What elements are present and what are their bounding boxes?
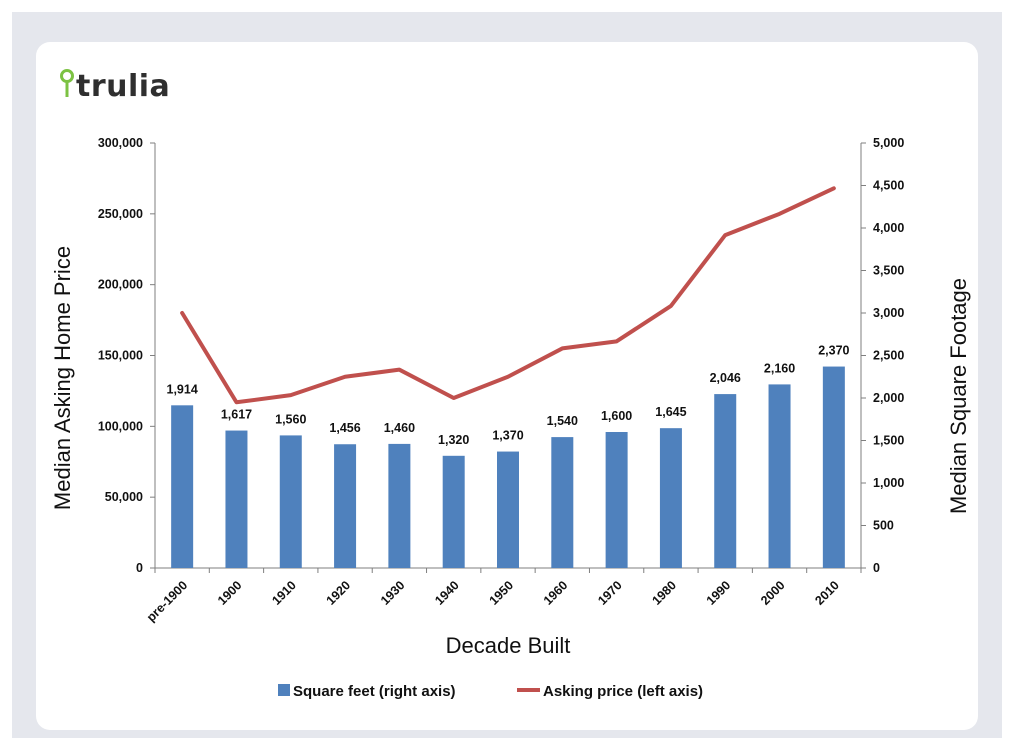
- bar-data-label: 1,460: [384, 421, 415, 435]
- y-axis-right-title: Median Square Footage: [946, 278, 971, 514]
- x-tick-label: pre-1900: [144, 578, 190, 624]
- map-pin-icon: [60, 69, 74, 97]
- bar-square-feet: [171, 405, 194, 568]
- y-right-tick-label: 500: [873, 519, 894, 533]
- y-left-tick-label: 150,000: [98, 349, 143, 363]
- x-tick-label: 1980: [649, 578, 679, 608]
- x-tick-label: 2000: [758, 578, 788, 608]
- x-tick-label: 1920: [324, 578, 354, 608]
- x-tick-label: 1990: [704, 578, 734, 608]
- y-right-tick-label: 2,500: [873, 349, 904, 363]
- bar-data-label: 2,160: [764, 361, 795, 375]
- bar-data-label: 1,320: [438, 433, 469, 447]
- y-left-tick-label: 200,000: [98, 278, 143, 292]
- bar-square-feet: [714, 394, 737, 568]
- bar-data-label: 1,540: [547, 414, 578, 428]
- bar-square-feet: [768, 384, 791, 568]
- plot-area: 0 50,000 100,000 150,000 200,000 250,000 300,0…: [98, 136, 905, 624]
- bar-square-feet: [334, 444, 357, 568]
- legend: Square feet (right axis) Asking price (l…: [278, 683, 703, 700]
- bar-square-feet: [497, 451, 519, 568]
- y-right-tick-label: 3,000: [873, 306, 904, 320]
- bar-data-label: 1,617: [221, 408, 252, 422]
- y-left-tick-label: 100,000: [98, 419, 143, 433]
- bar-data-label: 1,456: [329, 421, 360, 435]
- legend-label-square-feet: Square feet (right axis): [293, 683, 456, 700]
- bar-square-feet: [822, 366, 845, 568]
- x-tick-label: 1930: [378, 578, 408, 608]
- y-right-tick-label: 0: [873, 561, 880, 575]
- x-tick-label: 1910: [269, 578, 299, 608]
- bar-data-label: 1,914: [167, 382, 198, 396]
- y-left-tick-label: 0: [136, 561, 143, 575]
- x-tick-label: 1960: [541, 578, 571, 608]
- trulia-logo: trulia: [60, 66, 170, 106]
- x-tick-label: 1940: [432, 578, 462, 608]
- pin-stem: [65, 81, 69, 97]
- bar-data-label: 1,645: [655, 405, 686, 419]
- bar-square-feet: [551, 437, 574, 568]
- y-left-tick-label: 250,000: [98, 207, 143, 221]
- bar-data-label: 1,560: [275, 412, 306, 426]
- legend-swatch-square-feet: [278, 684, 290, 696]
- x-axis-title: Decade Built: [446, 633, 571, 658]
- bar-data-label: 1,600: [601, 409, 632, 423]
- y-right-tick-label: 5,000: [873, 136, 904, 150]
- logo-text: trulia: [76, 68, 171, 104]
- bar-data-label: 2,046: [710, 371, 741, 385]
- x-tick-label: 1900: [215, 578, 245, 608]
- y-right-tick-label: 4,000: [873, 221, 904, 235]
- y-right-tick-label: 4,500: [873, 179, 904, 193]
- chart-card: [36, 42, 978, 730]
- legend-label-asking-price: Asking price (left axis): [543, 683, 703, 700]
- bar-square-feet: [388, 443, 411, 568]
- bar-data-label: 1,370: [492, 429, 523, 443]
- y-left-tick-label: 300,000: [98, 136, 143, 150]
- x-tick-label: 2010: [812, 578, 842, 608]
- y-right-tick-label: 1,500: [873, 434, 904, 448]
- y-right-tick-label: 3,500: [873, 264, 904, 278]
- y-right-tick-label: 2,000: [873, 391, 904, 405]
- bar-data-label: 2,370: [818, 344, 849, 358]
- x-tick-label: 1970: [595, 578, 625, 608]
- y-axis-left-title: Median Asking Home Price: [50, 246, 75, 510]
- bar-square-feet: [279, 435, 302, 568]
- bar-square-feet: [605, 432, 628, 568]
- bar-square-feet: [659, 428, 682, 568]
- bar-square-feet: [442, 455, 465, 568]
- y-left-tick-label: 50,000: [105, 490, 143, 504]
- bar-square-feet: [225, 430, 248, 568]
- y-right-tick-label: 1,000: [873, 476, 904, 490]
- x-tick-label: 1950: [487, 578, 517, 608]
